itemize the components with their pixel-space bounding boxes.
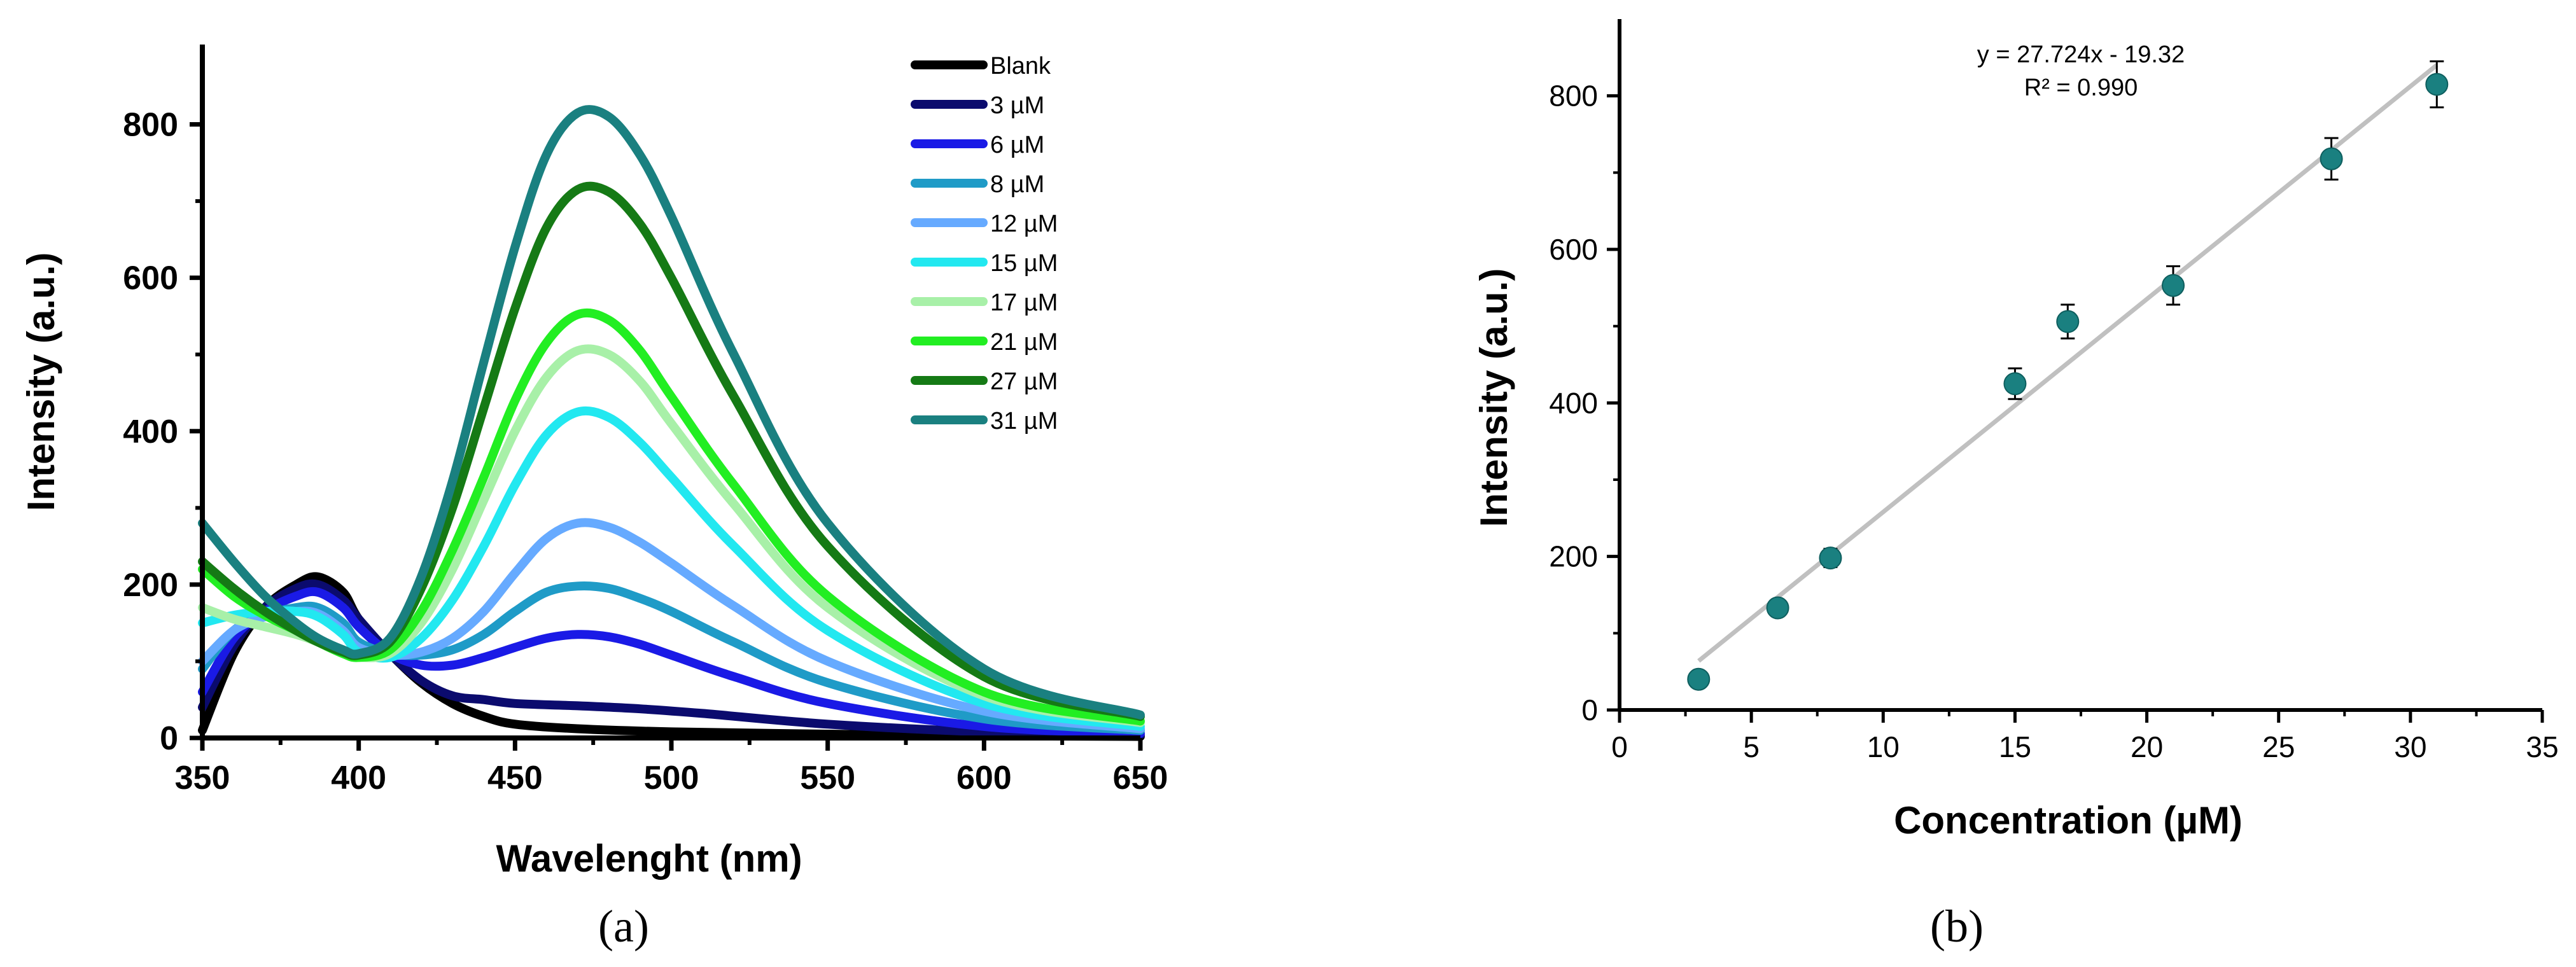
calibration-y-tick-label: 800 [1549,80,1598,113]
data-point [2056,310,2080,333]
data-point [1819,546,1842,570]
spectra-x-tick-label: 400 [331,760,386,797]
panel-label-a: (a) [598,901,649,952]
data-point [2320,147,2343,170]
data-point [1687,667,1711,691]
panel-label-b: (b) [1930,901,1984,952]
spectra-x-tick-label: 650 [1113,760,1168,797]
legend-label-6-um: 6 µM [990,132,1044,158]
legend-label-17-um: 17 µM [990,289,1058,316]
spectrum-line-31-um [198,105,1145,720]
calibration-x-tick-label: 35 [2526,730,2558,763]
legend-label-15-um: 15 µM [990,250,1058,277]
calibration-y-tick-label: 600 [1549,233,1598,266]
spectrum-line-8-um [198,581,1145,735]
legend-label-12-um: 12 µM [990,211,1058,237]
spectra-x-tick-label: 350 [175,760,230,797]
calibration-points [1687,60,2449,691]
legend-label-3-um: 3 µM [990,92,1044,119]
spectra-y-tick-label: 400 [123,414,178,450]
data-point [2425,73,2449,96]
spectra-y-axis-title: Intensity (a.u.) [20,253,62,511]
spectra-curves [198,105,1145,741]
spectra-x-tick-label: 550 [800,760,855,797]
spectrum-line-17-um [198,344,1145,727]
data-point [1766,596,1789,620]
spectrum-line-15-um [198,406,1145,731]
legend-label-blank: Blank [990,53,1051,80]
calibration-panel: 0 5 10 15 20 25 30 35 0 200 400 600 800 y = 27.724x … [1473,19,2559,952]
calibration-x-axis-title: Concentration (µM) [1894,799,2243,842]
spectrum-line-6-um [198,587,1145,738]
calibration-x-tick-label: 25 [2262,730,2295,763]
spectra-x-tick-label: 500 [644,760,699,797]
fit-r-squared: R² = 0.990 [2024,74,2138,101]
calibration-axes [1618,19,2542,712]
calibration-x-tick-label: 30 [2394,730,2426,763]
calibration-y-tick-label: 400 [1549,386,1598,419]
data-point [2162,274,2185,297]
spectra-x-tick-label: 600 [956,760,1012,797]
spectra-x-tick-label: 450 [487,760,543,797]
calibration-x-tick-label: 0 [1611,730,1628,763]
fit-equation: y = 27.724x - 19.32 [1977,41,2185,68]
calibration-x-tick-label: 5 [1743,730,1760,763]
calibration-x-tick-label: 15 [1999,730,2031,763]
legend-label-8-um: 8 µM [990,171,1044,198]
calibration-x-tick-label: 10 [1867,730,1900,763]
data-point [2003,372,2027,396]
calibration-y-axis-title: Intensity (a.u.) [1473,268,1515,527]
spectra-y-tick-label: 0 [160,720,178,757]
calibration-y-tick-label: 0 [1581,693,1598,727]
legend-label-21-um: 21 µM [990,329,1058,356]
spectra-x-axis-title: Wavelenght (nm) [496,837,802,880]
spectra-legend: Blank 3 µM 6 µM 8 µM 12 µM 15 µM 17 µM 21 µM 27 … [911,53,1058,435]
spectra-panel: 350 400 450 500 550 600 650 0 200 400 600 800 Wavel… [20,45,1168,952]
calibration-ticks: 0 5 10 15 20 25 30 35 0 200 400 600 800 [1549,80,2558,763]
calibration-x-tick-label: 20 [2131,730,2163,763]
spectra-y-tick-label: 200 [123,567,178,604]
spectra-ticks: 350 400 450 500 550 600 650 0 200 400 600 800 [123,107,1168,797]
spectra-y-tick-label: 800 [123,107,178,144]
spectra-y-tick-label: 600 [123,260,178,297]
legend-label-27-um: 27 µM [990,368,1058,395]
calibration-y-tick-label: 200 [1549,540,1598,573]
legend-label-31-um: 31 µM [990,408,1058,435]
spectrum-line-3-um [198,579,1145,740]
